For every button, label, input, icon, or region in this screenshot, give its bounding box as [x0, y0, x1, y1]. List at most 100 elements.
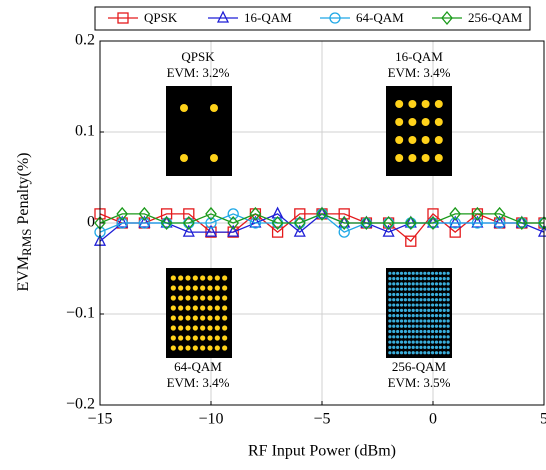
- constellation-dot: [412, 309, 415, 312]
- constellation-dot: [200, 325, 205, 330]
- constellation-dot: [193, 335, 198, 340]
- constellation-dot: [427, 293, 430, 296]
- annotation-title: 64-QAM: [174, 359, 222, 374]
- constellation-dot: [435, 282, 438, 285]
- constellation-dot: [207, 275, 212, 280]
- constellation-dot: [404, 325, 407, 328]
- constellation-dot: [171, 345, 176, 350]
- constellation-dot: [400, 293, 403, 296]
- constellation-dot: [388, 319, 391, 322]
- constellation-dot: [215, 345, 220, 350]
- constellation-dot: [431, 319, 434, 322]
- constellation-dot: [435, 341, 438, 344]
- constellation-dot: [435, 309, 438, 312]
- constellation-dot: [215, 335, 220, 340]
- constellation-dot: [185, 275, 190, 280]
- constellation-dot: [435, 298, 438, 301]
- constellation-dot: [404, 272, 407, 275]
- constellation-dot: [435, 136, 443, 144]
- constellation-dot: [396, 314, 399, 317]
- constellation-dot: [185, 305, 190, 310]
- constellation-dot: [447, 272, 450, 275]
- constellation-dot: [423, 293, 426, 296]
- constellation-dot: [222, 345, 227, 350]
- constellation-dot: [178, 325, 183, 330]
- constellation-dot: [435, 319, 438, 322]
- constellation-dot: [431, 277, 434, 280]
- constellation-dot: [412, 335, 415, 338]
- constellation-dot: [207, 305, 212, 310]
- constellation-dot: [408, 303, 411, 306]
- constellation-dot: [180, 154, 188, 162]
- constellation-dot: [193, 305, 198, 310]
- constellation-dot: [200, 275, 205, 280]
- constellation-dot: [185, 345, 190, 350]
- constellation-dot: [408, 136, 416, 144]
- constellation-dot: [396, 282, 399, 285]
- constellation-dot: [408, 325, 411, 328]
- constellation-dot: [423, 282, 426, 285]
- legend-label: 64-QAM: [356, 10, 404, 25]
- constellation-dot: [210, 154, 218, 162]
- constellation-dot: [392, 319, 395, 322]
- constellation-dot: [178, 335, 183, 340]
- constellation-dot: [392, 330, 395, 333]
- constellation-dot: [443, 288, 446, 291]
- constellation-dot: [408, 100, 416, 108]
- constellation-dot: [400, 282, 403, 285]
- constellation-dot: [207, 295, 212, 300]
- constellation-dot: [415, 272, 418, 275]
- constellation-dot: [412, 277, 415, 280]
- constellation-dot: [396, 288, 399, 291]
- constellation-dot: [439, 319, 442, 322]
- constellation-dot: [443, 351, 446, 354]
- constellation-dot: [412, 314, 415, 317]
- constellation-dot: [171, 285, 176, 290]
- constellation-dot: [447, 293, 450, 296]
- constellation-dot: [443, 309, 446, 312]
- constellation-dot: [443, 314, 446, 317]
- x-tick-label: −10: [198, 411, 223, 428]
- constellation-dot: [404, 330, 407, 333]
- constellation-dot: [215, 275, 220, 280]
- constellation-dot: [412, 351, 415, 354]
- constellation-dot: [415, 303, 418, 306]
- constellation-dot: [443, 293, 446, 296]
- constellation-dot: [396, 319, 399, 322]
- constellation-dot: [171, 305, 176, 310]
- constellation-dot: [431, 330, 434, 333]
- y-tick-label: −0.1: [66, 305, 95, 322]
- constellation-dot: [439, 298, 442, 301]
- constellation-dot: [447, 341, 450, 344]
- y-tick-label: 0.1: [75, 123, 95, 140]
- constellation-dot: [408, 154, 416, 162]
- constellation-dot: [439, 351, 442, 354]
- constellation-dot: [171, 335, 176, 340]
- constellation-dot: [412, 319, 415, 322]
- constellation-dot: [447, 325, 450, 328]
- constellation-dot: [396, 309, 399, 312]
- constellation-dot: [419, 330, 422, 333]
- constellation-dot: [423, 277, 426, 280]
- constellation-dot: [395, 118, 403, 126]
- constellation-dot: [443, 319, 446, 322]
- constellation-dot: [419, 351, 422, 354]
- y-axis-label: EVMRMS Penalty(%): [15, 152, 34, 291]
- constellation-dot: [443, 346, 446, 349]
- constellation-dot: [396, 346, 399, 349]
- annotation-title: 16-QAM: [395, 49, 443, 64]
- constellation-dot: [435, 100, 443, 108]
- constellation-dot: [215, 285, 220, 290]
- constellation-dot: [415, 330, 418, 333]
- constellation-dot: [180, 104, 188, 112]
- constellation-dot: [423, 309, 426, 312]
- constellation-dot: [415, 277, 418, 280]
- constellation-dot: [419, 346, 422, 349]
- constellation-dot: [431, 272, 434, 275]
- constellation-dot: [392, 325, 395, 328]
- constellation-dot: [443, 303, 446, 306]
- constellation-dot: [415, 346, 418, 349]
- constellation-dot: [443, 325, 446, 328]
- constellation-dot: [427, 309, 430, 312]
- y-label-main: EVM: [15, 256, 32, 292]
